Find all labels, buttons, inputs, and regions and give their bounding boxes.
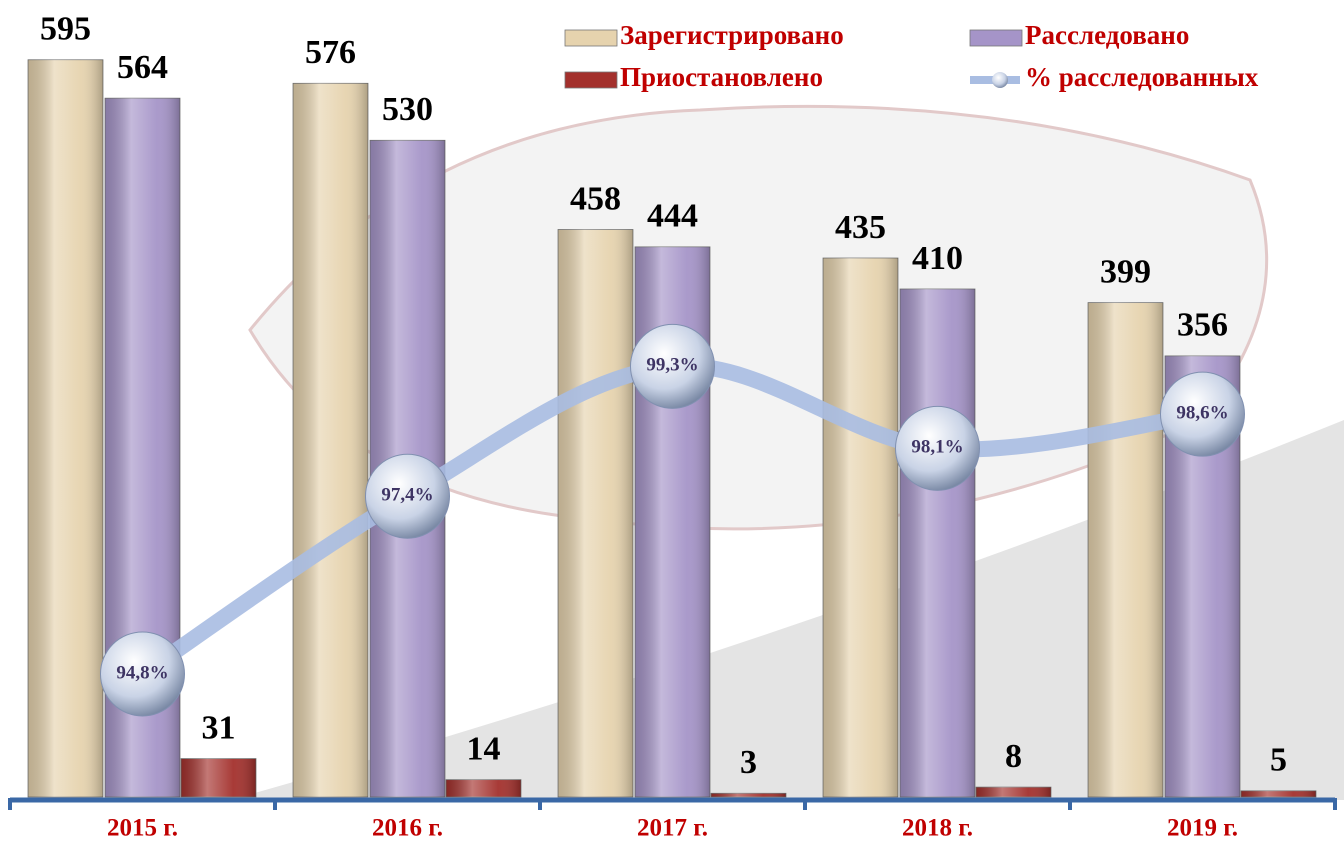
- data-label: 97,4%: [381, 485, 433, 506]
- data-label: 410: [912, 240, 963, 277]
- bar-sheen: [711, 793, 786, 797]
- data-label: 98,6%: [1176, 403, 1228, 424]
- legend-label: % расследованных: [1025, 62, 1259, 92]
- x-tick-label: 2018 г.: [902, 815, 973, 842]
- line-marker: [1160, 371, 1245, 457]
- background-swoosh: [230, 420, 1344, 800]
- data-label: 576: [305, 34, 356, 71]
- line-marker: [100, 631, 185, 717]
- data-label: 99,3%: [646, 355, 698, 376]
- legend-swatch: [969, 29, 1023, 47]
- data-label: 31: [202, 709, 236, 746]
- legend-swatch: [564, 71, 618, 89]
- bar-sheen: [293, 83, 368, 798]
- bar-sheen: [1088, 302, 1163, 797]
- data-label: 458: [570, 180, 621, 217]
- data-label: 5: [1270, 742, 1287, 779]
- bar-sheen: [558, 229, 633, 797]
- line-marker: [365, 453, 450, 539]
- line-marker: [630, 323, 715, 409]
- legend-label: Зарегистрировано: [620, 20, 844, 50]
- x-tick-label: 2019 г.: [1167, 815, 1238, 842]
- legend-swatch: [564, 29, 618, 47]
- bar-sheen: [976, 787, 1051, 797]
- bar-sheen: [823, 258, 898, 797]
- bar-sheen: [181, 758, 256, 797]
- data-label: 435: [835, 209, 886, 246]
- x-tick-label: 2015 г.: [107, 815, 178, 842]
- data-label: 399: [1100, 253, 1151, 290]
- data-label: 8: [1005, 738, 1022, 775]
- legend-label: Расследовано: [1025, 20, 1189, 50]
- data-label: 3: [740, 744, 757, 781]
- line-marker: [895, 405, 980, 491]
- x-tick-label: 2017 г.: [637, 815, 708, 842]
- data-label: 98,1%: [911, 437, 963, 458]
- data-label: 444: [647, 198, 698, 235]
- data-label: 356: [1177, 307, 1228, 344]
- bar-sheen: [900, 288, 975, 797]
- bar-sheen: [28, 59, 103, 797]
- legend-label: Приостановлено: [620, 62, 823, 92]
- legend-swatch: [992, 72, 1008, 88]
- data-label: 94,8%: [116, 662, 168, 683]
- bar-sheen: [1241, 790, 1316, 797]
- bar-sheen: [446, 779, 521, 797]
- data-label: 595: [40, 11, 91, 48]
- data-label: 14: [467, 730, 501, 767]
- data-label: 530: [382, 91, 433, 128]
- data-label: 564: [117, 49, 168, 86]
- x-tick-label: 2016 г.: [372, 815, 443, 842]
